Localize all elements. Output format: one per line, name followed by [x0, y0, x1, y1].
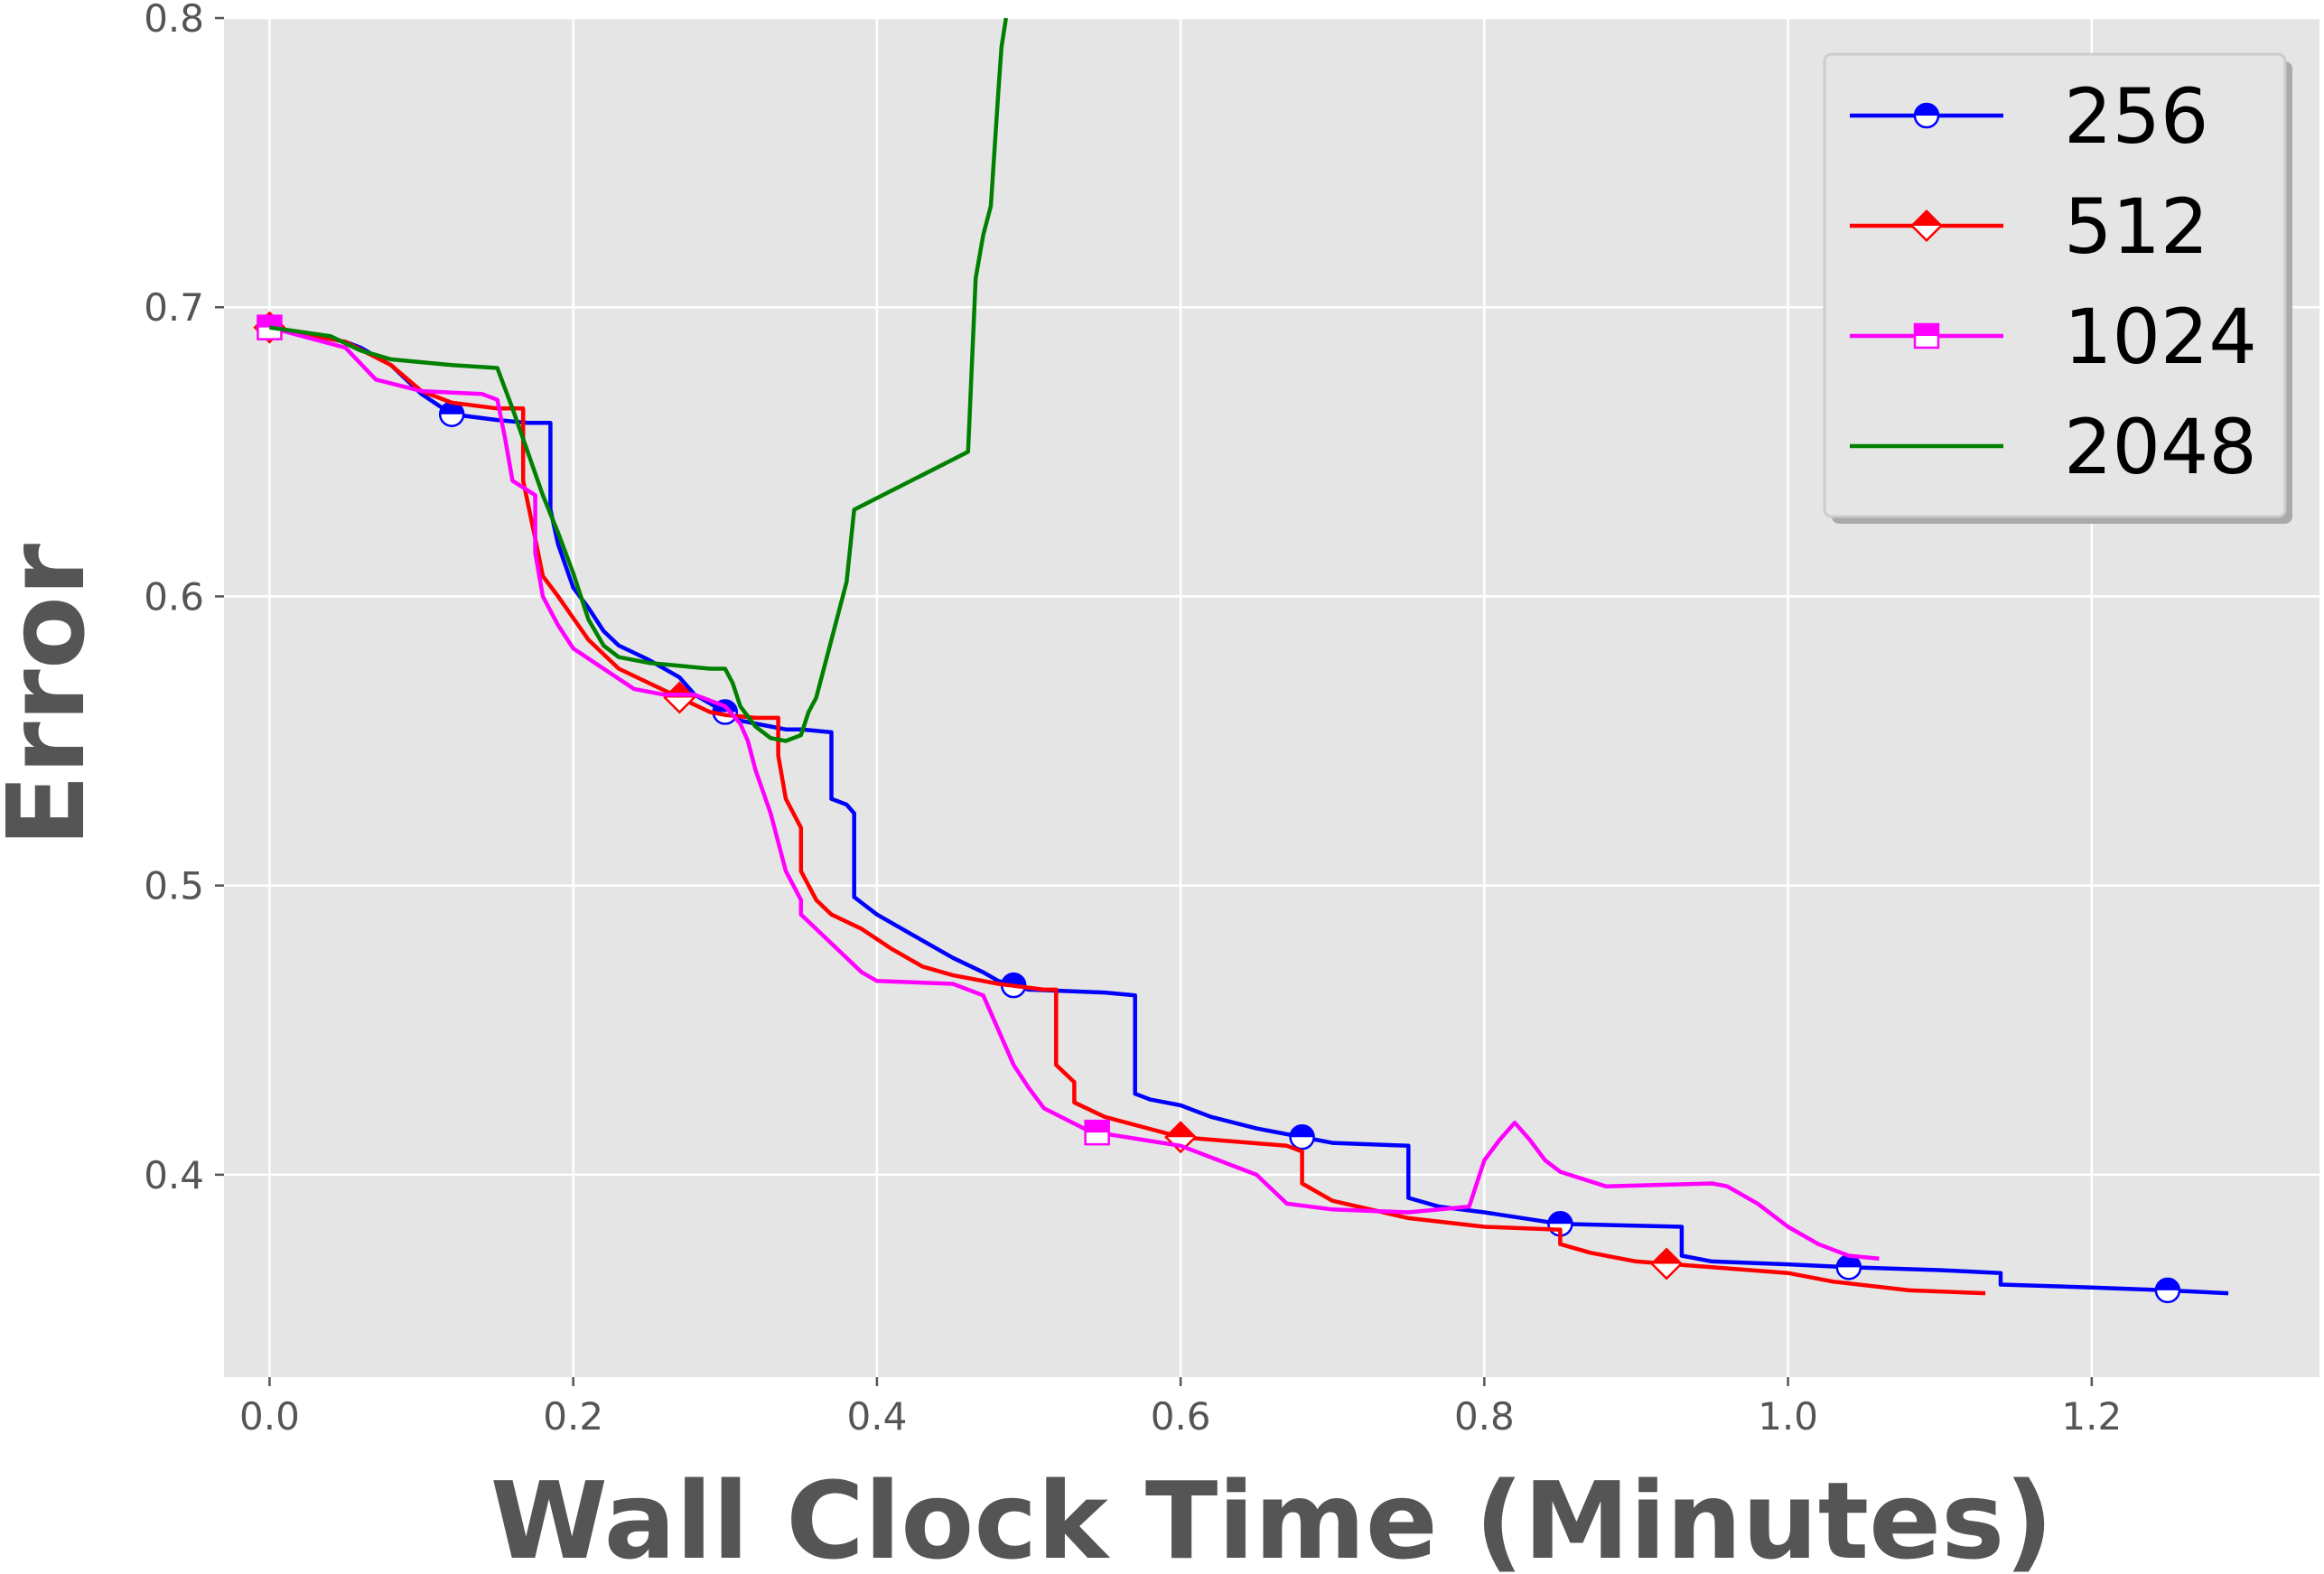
series-line-512: [268, 325, 1986, 1296]
data-point-256: [1289, 1123, 1315, 1150]
legend-entry-512: 512: [1850, 182, 2208, 271]
legend: 256 512 1024 2048: [1823, 52, 2292, 524]
x-tick-label: 0.2: [543, 1394, 603, 1439]
y-tick-labels: 0.4 0.5 0.6 0.7 0.8: [144, 0, 224, 1197]
legend-label: 2048: [2064, 403, 2257, 491]
series-line-2048: [269, 17, 1009, 743]
x-tick-label: 0.4: [847, 1394, 908, 1439]
data-point-256: [1835, 1254, 1862, 1281]
data-point-256: [1547, 1211, 1573, 1237]
x-tick-label: 1.0: [1758, 1394, 1818, 1439]
y-tick-label: 0.8: [144, 0, 204, 41]
y-axis-title: Error: [0, 544, 108, 847]
data-point-256: [2154, 1277, 2181, 1304]
y-tick-label: 0.5: [144, 864, 204, 908]
x-axis-title: Wall Clock Time (Minutes): [490, 1458, 2054, 1574]
legend-entry-1024: 1024: [1850, 293, 2257, 381]
legend-entry-2048: 2048: [1850, 403, 2257, 491]
legend-label: 512: [2064, 182, 2208, 271]
legend-label: 256: [2064, 72, 2208, 161]
x-tick-label: 1.2: [2061, 1394, 2122, 1439]
x-tick-label: 0.0: [239, 1394, 300, 1439]
x-tick-label: 0.8: [1454, 1394, 1515, 1439]
data-point-1024: [1084, 1119, 1110, 1146]
y-tick-label: 0.7: [144, 285, 204, 330]
legend-marker: [1913, 322, 1940, 349]
y-tick-label: 0.6: [144, 574, 204, 619]
legend-label: 1024: [2064, 293, 2257, 381]
data-point-512: [1650, 1247, 1684, 1281]
legend-marker: [1913, 102, 1940, 129]
legend-marker: [1909, 209, 1944, 243]
legend-entry-256: 256: [1850, 72, 2208, 161]
data-point-256: [438, 401, 465, 427]
y-tick-label: 0.4: [144, 1153, 204, 1197]
legend-box: [1823, 52, 2287, 518]
series-lines: [253, 17, 2229, 1304]
series-line-1024: [268, 325, 1880, 1261]
x-tick-labels: 0.0 0.2 0.4 0.6 0.8 1.0 1.2: [239, 1377, 2122, 1439]
x-tick-label: 0.6: [1151, 1394, 1211, 1439]
